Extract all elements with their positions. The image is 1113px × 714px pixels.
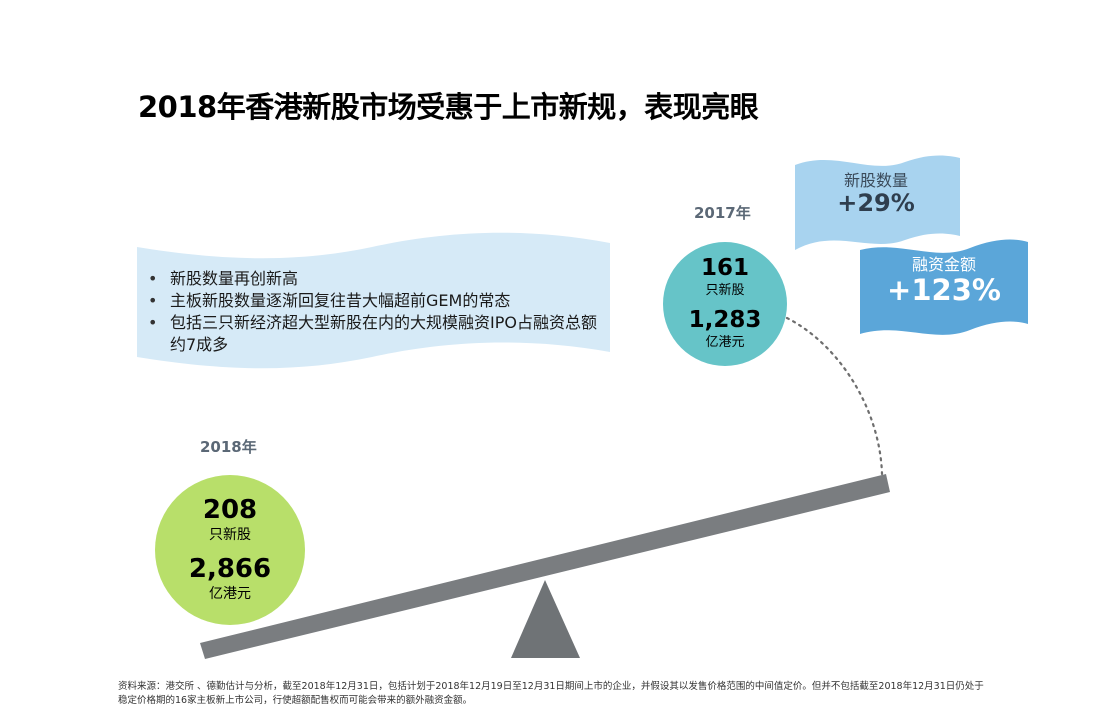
ipo-count-2018: 208 [202,495,258,526]
highlight-item: 新股数量再创新高 [146,268,601,290]
flag-ipo-count-label: 新股数量 +29% [795,171,957,218]
flag-ipo-count-change: +29% [837,189,915,218]
flag-ipo-count-title: 新股数量 [843,171,908,190]
funds-unit-2018: 亿港元 [209,586,251,602]
seesaw-plank [200,474,890,659]
highlight-item: 包括三只新经济超大型新股在内的大规模融资IPO占融资总额约7成多 [146,312,601,356]
circle-2017: 161 只新股 1,283 亿港元 [663,242,787,366]
year-2018-label: 2018年 [200,438,257,456]
flag-ipo-count [795,155,960,250]
flag-funds [860,239,1028,335]
flag-funds-label: 融资金额 +123% [860,255,1028,308]
year-2017-label: 2017年 [694,204,751,222]
seesaw-fulcrum [511,580,580,658]
page-title: 2018年香港新股市场受惠于上市新规，表现亮眼 [138,90,759,124]
circle-2018: 208 只新股 2,866 亿港元 [155,475,305,625]
source-footnote: 资料来源：港交所 、德勤估计与分析，截至2018年12月31日，包括计划于201… [118,681,984,706]
flag-funds-title: 融资金额 [911,255,976,274]
funds-2018: 2,866 [188,554,272,584]
ipo-unit-2017: 只新股 [705,283,745,299]
ipo-count-2017: 161 [700,255,749,282]
highlight-item: 主板新股数量逐渐回复往昔大幅超前GEM的常态 [146,290,601,312]
highlights-list: 新股数量再创新高 主板新股数量逐渐回复往昔大幅超前GEM的常态 包括三只新经济超… [146,268,601,356]
dotted-arc [785,316,884,476]
flag-funds-change: +123% [887,273,1001,308]
funds-2017: 1,283 [688,307,762,333]
ipo-unit-2018: 只新股 [209,527,251,544]
funds-unit-2017: 亿港元 [705,335,745,350]
